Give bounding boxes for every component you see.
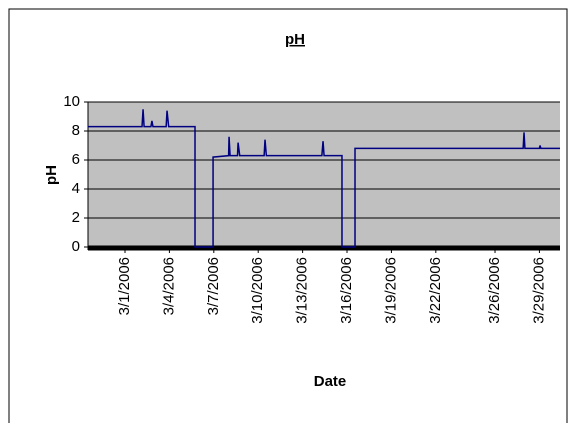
x-tick-label: 3/10/2006 xyxy=(249,257,266,324)
x-tick-label: 3/13/2006 xyxy=(294,257,311,324)
y-tick-label: 0 xyxy=(72,238,80,255)
x-tick-label: 3/7/2006 xyxy=(205,257,222,315)
plot-area xyxy=(88,102,560,247)
y-tick-label: 8 xyxy=(72,122,80,139)
x-tick-label: 3/16/2006 xyxy=(338,257,355,324)
y-tick-label: 6 xyxy=(72,151,80,168)
data-line xyxy=(88,109,560,248)
x-tick-label: 3/29/2006 xyxy=(530,257,547,324)
x-tick-label: 3/4/2006 xyxy=(160,257,177,315)
x-axis-label: Date xyxy=(314,373,347,390)
y-tick-label: 4 xyxy=(72,180,80,197)
y-tick-label: 2 xyxy=(72,209,80,226)
x-tick-label: 3/1/2006 xyxy=(116,257,133,315)
chart-title: pH xyxy=(285,31,305,48)
y-axis-label: pH xyxy=(43,165,60,185)
x-tick-label: 3/26/2006 xyxy=(486,257,503,324)
y-tick-label: 10 xyxy=(63,93,80,110)
x-tick-label: 3/19/2006 xyxy=(382,257,399,324)
x-tick-label: 3/22/2006 xyxy=(427,257,444,324)
